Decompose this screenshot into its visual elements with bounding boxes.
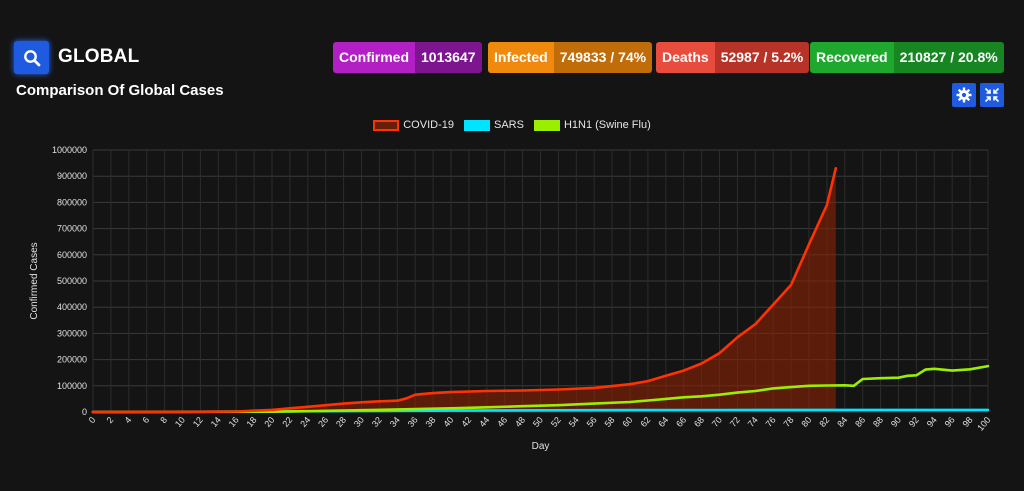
y-tick-label: 800000 — [57, 197, 87, 207]
settings-button[interactable] — [952, 83, 976, 107]
x-tick-label: 56 — [585, 415, 599, 429]
y-tick-label: 0 — [82, 407, 87, 417]
legend-label-h1n1: H1N1 (Swine Flu) — [563, 119, 651, 131]
x-tick-label: 48 — [513, 415, 527, 429]
infected-badge: Infected 749833 / 74% — [488, 42, 653, 73]
x-tick-label: 0 — [87, 415, 98, 425]
legend-item-h1n1[interactable]: H1N1 (Swine Flu) — [533, 119, 651, 131]
confirmed-badge: Confirmed 1013647 — [333, 42, 482, 73]
y-tick-label: 700000 — [57, 224, 87, 234]
x-tick-label: 84 — [835, 415, 849, 429]
x-tick-label: 92 — [907, 415, 921, 429]
x-tick-label: 8 — [158, 415, 169, 425]
recovered-value: 210827 / 20.8% — [893, 42, 1004, 73]
legend-swatch-sars — [463, 119, 490, 131]
y-tick-label: 500000 — [57, 276, 87, 286]
x-tick-label: 54 — [567, 415, 581, 429]
x-tick-label: 24 — [298, 415, 312, 429]
x-tick-label: 60 — [620, 415, 634, 429]
legend-label-covid: COVID-19 — [403, 119, 454, 131]
deaths-label: Deaths — [656, 42, 715, 73]
x-tick-label: 38 — [424, 415, 438, 429]
x-tick-label: 16 — [227, 415, 241, 429]
x-tick-label: 36 — [406, 415, 420, 429]
x-tick-label: 2 — [105, 415, 116, 425]
x-tick-label: 42 — [459, 415, 473, 429]
infected-label: Infected — [488, 42, 554, 73]
x-tick-label: 14 — [209, 415, 223, 429]
y-tick-label: 1000000 — [52, 145, 87, 155]
x-tick-label: 44 — [477, 415, 491, 429]
x-tick-label: 46 — [495, 415, 509, 429]
x-tick-label: 34 — [388, 415, 402, 429]
deaths-badge: Deaths 52987 / 5.2% — [656, 42, 810, 73]
x-tick-label: 86 — [853, 415, 867, 429]
x-tick-label: 88 — [871, 415, 885, 429]
confirmed-label: Confirmed — [333, 42, 415, 73]
confirmed-value: 1013647 — [415, 42, 482, 73]
legend-swatch-covid — [373, 119, 400, 131]
y-axis-title: Confirmed Cases — [29, 242, 40, 319]
series-line-h1n1 — [91, 364, 990, 414]
x-tick-label: 78 — [782, 415, 796, 429]
x-tick-label: 58 — [603, 415, 617, 429]
x-tick-label: 62 — [638, 415, 652, 429]
gear-icon — [956, 87, 972, 103]
legend-label-sars: SARS — [493, 119, 524, 131]
x-tick-label: 64 — [656, 415, 670, 429]
compress-icon — [984, 87, 1000, 103]
series-line-covid — [91, 167, 838, 414]
x-tick-label: 90 — [889, 415, 903, 429]
x-tick-label: 80 — [799, 415, 813, 429]
y-tick-label: 400000 — [57, 302, 87, 312]
recovered-label: Recovered — [810, 42, 894, 73]
x-axis-title: Day — [532, 441, 550, 452]
x-tick-label: 18 — [245, 415, 259, 429]
x-tick-label: 76 — [764, 415, 778, 429]
x-tick-label: 30 — [352, 415, 366, 429]
y-tick-label: 300000 — [57, 328, 87, 338]
x-tick-label: 50 — [531, 415, 545, 429]
x-tick-label: 98 — [961, 415, 975, 429]
x-tick-label: 72 — [728, 415, 742, 429]
x-tick-label: 82 — [817, 415, 831, 429]
y-tick-label: 900000 — [57, 171, 87, 181]
x-tick-label: 74 — [746, 415, 760, 429]
x-tick-label: 32 — [370, 415, 384, 429]
x-tick-label: 96 — [943, 415, 957, 429]
x-tick-label: 12 — [191, 415, 205, 429]
region-title: GLOBAL — [58, 46, 140, 67]
x-tick-label: 68 — [692, 415, 706, 429]
search-icon — [23, 49, 40, 66]
x-tick-label: 40 — [441, 415, 455, 429]
deaths-value: 52987 / 5.2% — [714, 42, 810, 73]
x-tick-label: 22 — [280, 415, 294, 429]
x-tick-label: 28 — [334, 415, 348, 429]
x-tick-label: 66 — [674, 415, 688, 429]
y-tick-label: 100000 — [57, 381, 87, 391]
legend-item-covid[interactable]: COVID-19 — [373, 119, 454, 131]
y-tick-label: 600000 — [57, 250, 87, 260]
compress-button[interactable] — [980, 83, 1004, 107]
series-area-covid — [93, 168, 836, 412]
x-tick-label: 20 — [262, 415, 276, 429]
y-tick-label: 200000 — [57, 355, 87, 365]
x-tick-label: 26 — [316, 415, 330, 429]
recovered-badge: Recovered 210827 / 20.8% — [810, 42, 1004, 73]
search-button[interactable] — [14, 41, 49, 74]
x-tick-label: 94 — [925, 415, 939, 429]
infected-value: 749833 / 74% — [553, 42, 653, 73]
x-tick-label: 100 — [975, 415, 992, 433]
x-tick-label: 6 — [140, 415, 151, 425]
x-tick-label: 10 — [173, 415, 187, 429]
chart-legend: COVID-19 SARS H1N1 (Swine Flu) — [0, 119, 1024, 131]
legend-swatch-h1n1 — [533, 119, 560, 131]
x-tick-label: 52 — [549, 415, 563, 429]
legend-item-sars[interactable]: SARS — [463, 119, 524, 131]
x-tick-label: 4 — [122, 415, 133, 425]
page-subtitle: Comparison Of Global Cases — [16, 82, 224, 99]
x-tick-label: 70 — [710, 415, 724, 429]
